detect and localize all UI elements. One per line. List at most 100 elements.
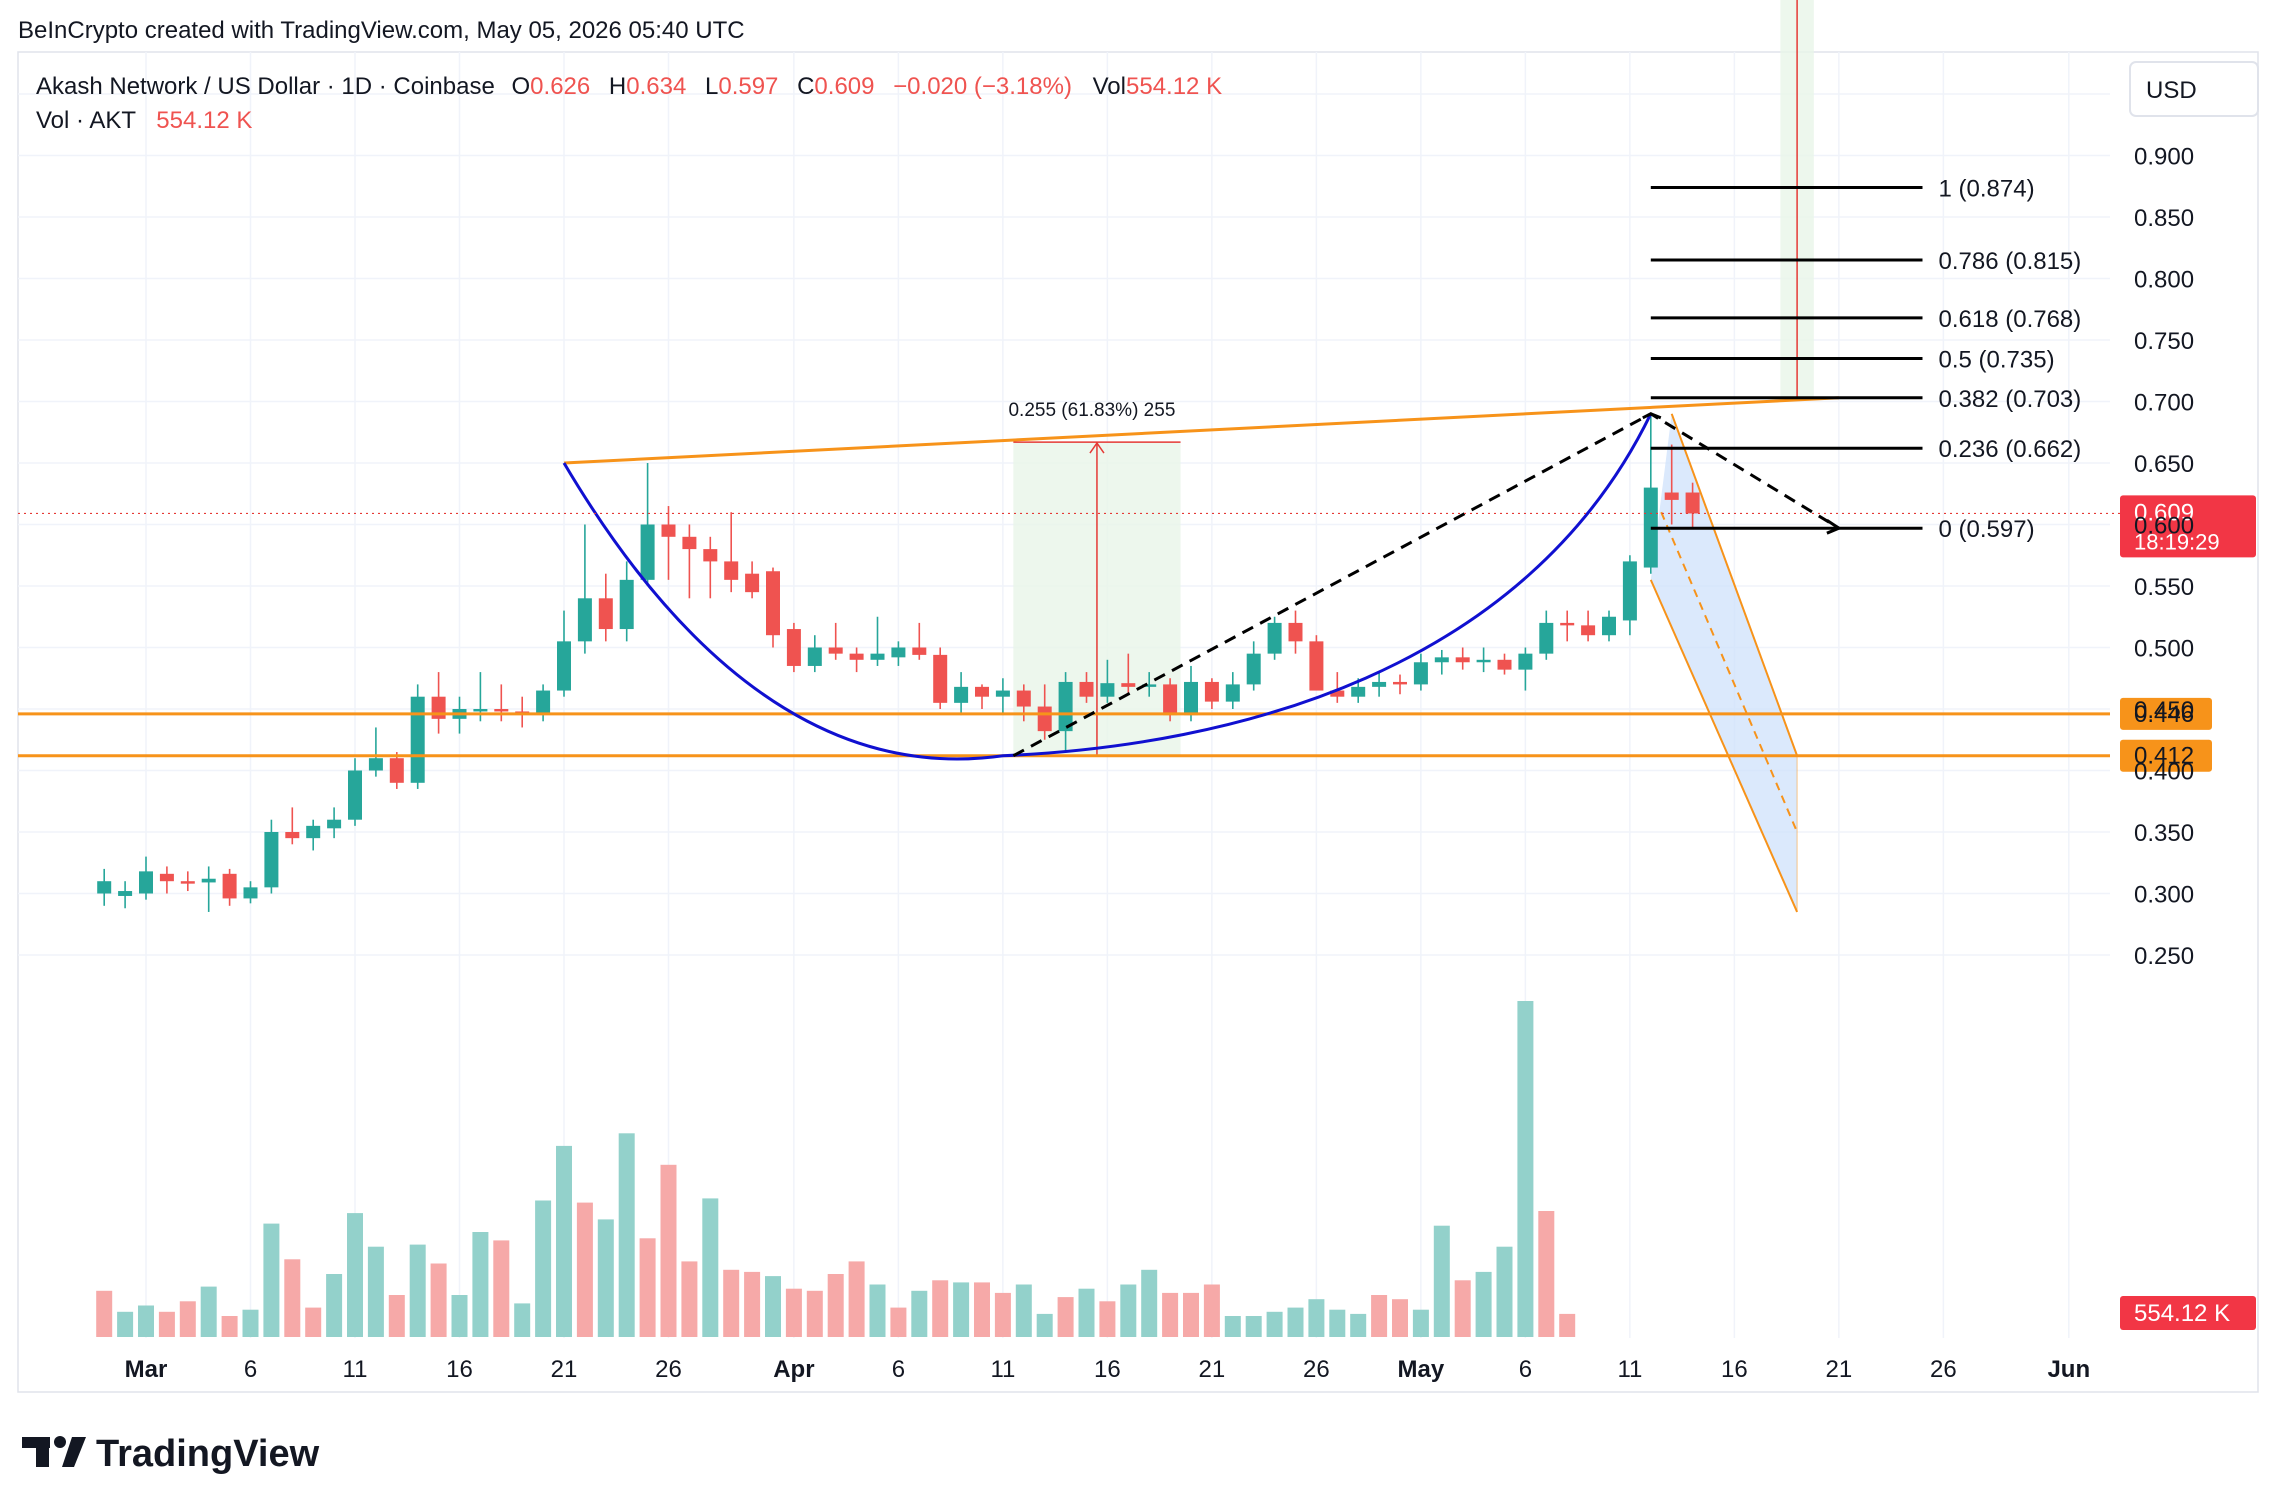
- candle: [264, 819, 279, 894]
- candle: [1476, 647, 1491, 673]
- candle-body: [243, 887, 258, 899]
- candle-body: [995, 690, 1010, 697]
- candle: [97, 868, 112, 906]
- candle: [1602, 610, 1616, 642]
- candle: [1225, 672, 1240, 709]
- channel-lower-line: [1649, 579, 1799, 913]
- fib-level-label: 0.236 (0.662): [1939, 436, 2082, 463]
- tradingview-logo-icon: [22, 1436, 86, 1467]
- volume-bar: [493, 1240, 510, 1337]
- volume-bar: [953, 1282, 970, 1337]
- level-badge-label: 0.446: [2134, 701, 2194, 728]
- candle: [933, 647, 948, 709]
- last-price-value: 0.609: [2134, 499, 2194, 526]
- candle: [912, 622, 927, 660]
- fib-level-label: 0.5 (0.735): [1939, 346, 2055, 373]
- volume-bar: [1308, 1299, 1325, 1337]
- volume-legend[interactable]: Vol · AKT 554.12 K: [36, 107, 252, 134]
- candle-body: [389, 758, 404, 783]
- candle-body: [870, 653, 885, 660]
- volume-bar: [409, 1244, 426, 1337]
- volume-bar: [660, 1164, 677, 1337]
- candle: [849, 647, 864, 673]
- candle: [1664, 444, 1679, 525]
- y-tick-label: 0.550: [2134, 574, 2194, 601]
- candle-body: [1100, 683, 1115, 697]
- x-tick-label: 21: [551, 1356, 578, 1383]
- volume-bar: [472, 1232, 489, 1337]
- x-tick-label: 6: [892, 1356, 905, 1383]
- volume-bar: [848, 1261, 865, 1337]
- candle: [159, 866, 174, 894]
- candle: [243, 881, 258, 904]
- x-tick-label: Jun: [2047, 1356, 2090, 1383]
- candle-body: [724, 561, 739, 580]
- candle-body: [1184, 681, 1198, 716]
- volume-bar: [1162, 1292, 1179, 1337]
- fib-level-label: 0.786 (0.815): [1939, 248, 2082, 275]
- candle-body: [1351, 686, 1366, 697]
- candle: [327, 807, 342, 839]
- candle: [1058, 672, 1073, 753]
- level-badge: [2120, 739, 2212, 772]
- volume-bar: [1099, 1301, 1116, 1337]
- volume-bar: [890, 1307, 907, 1337]
- candle: [661, 506, 676, 580]
- x-tick-label: 6: [244, 1356, 257, 1383]
- candle-body: [139, 871, 153, 894]
- candle-body: [1393, 681, 1407, 685]
- candle-body: [557, 641, 571, 691]
- x-tick-label: 26: [1930, 1356, 1957, 1383]
- volume-bar: [1015, 1284, 1032, 1337]
- candle: [1685, 482, 1700, 529]
- candle-body: [410, 696, 425, 783]
- candle-body: [1142, 684, 1157, 687]
- currency-button[interactable]: USD: [2129, 61, 2259, 117]
- candle: [431, 672, 446, 734]
- candle-body: [1434, 657, 1449, 663]
- candle: [724, 512, 739, 593]
- volume-bar: [451, 1295, 468, 1337]
- candle-body: [682, 536, 697, 550]
- candle-body: [619, 579, 634, 630]
- rising-trendline: [563, 396, 1839, 465]
- x-tick-label: 16: [1721, 1356, 1748, 1383]
- candle: [222, 868, 237, 906]
- candle-body: [661, 524, 676, 537]
- measure-arrow-head: [1089, 441, 1105, 454]
- candle-body: [1497, 659, 1512, 670]
- x-tick-label: Apr: [773, 1356, 814, 1383]
- volume-bar: [200, 1286, 217, 1337]
- candle-body: [745, 573, 760, 593]
- candle: [1413, 653, 1428, 691]
- candle: [1622, 555, 1637, 636]
- volume-bar: [744, 1271, 761, 1337]
- candle: [682, 524, 697, 599]
- symbol-legend[interactable]: Akash Network / US Dollar · 1D · Coinbas…: [36, 73, 1222, 100]
- candle: [619, 561, 634, 642]
- candle-body: [1309, 641, 1324, 691]
- candle: [201, 866, 216, 912]
- high-value: 0.634: [626, 73, 686, 100]
- x-tick-label: 11: [343, 1356, 368, 1383]
- candle-body: [577, 598, 592, 642]
- volume-bar: [1224, 1316, 1241, 1337]
- volume-badge: [2120, 1296, 2256, 1330]
- volume-bar: [1392, 1299, 1408, 1337]
- candle: [1288, 610, 1303, 654]
- candle: [1581, 610, 1596, 642]
- drawing-tools-back: [1013, 0, 1814, 913]
- candle-body: [97, 881, 112, 894]
- volume-bar: [1559, 1313, 1576, 1337]
- candle-body: [891, 647, 906, 658]
- x-tick-label: 21: [1199, 1356, 1226, 1383]
- y-tick-label: 0.700: [2134, 390, 2194, 417]
- close-label: C: [797, 73, 814, 100]
- candle: [1518, 647, 1533, 691]
- candle: [1204, 678, 1219, 709]
- volume-bar: [827, 1274, 844, 1337]
- candle: [891, 641, 906, 666]
- candle: [118, 881, 133, 909]
- y-tick-label: 0.750: [2134, 328, 2194, 355]
